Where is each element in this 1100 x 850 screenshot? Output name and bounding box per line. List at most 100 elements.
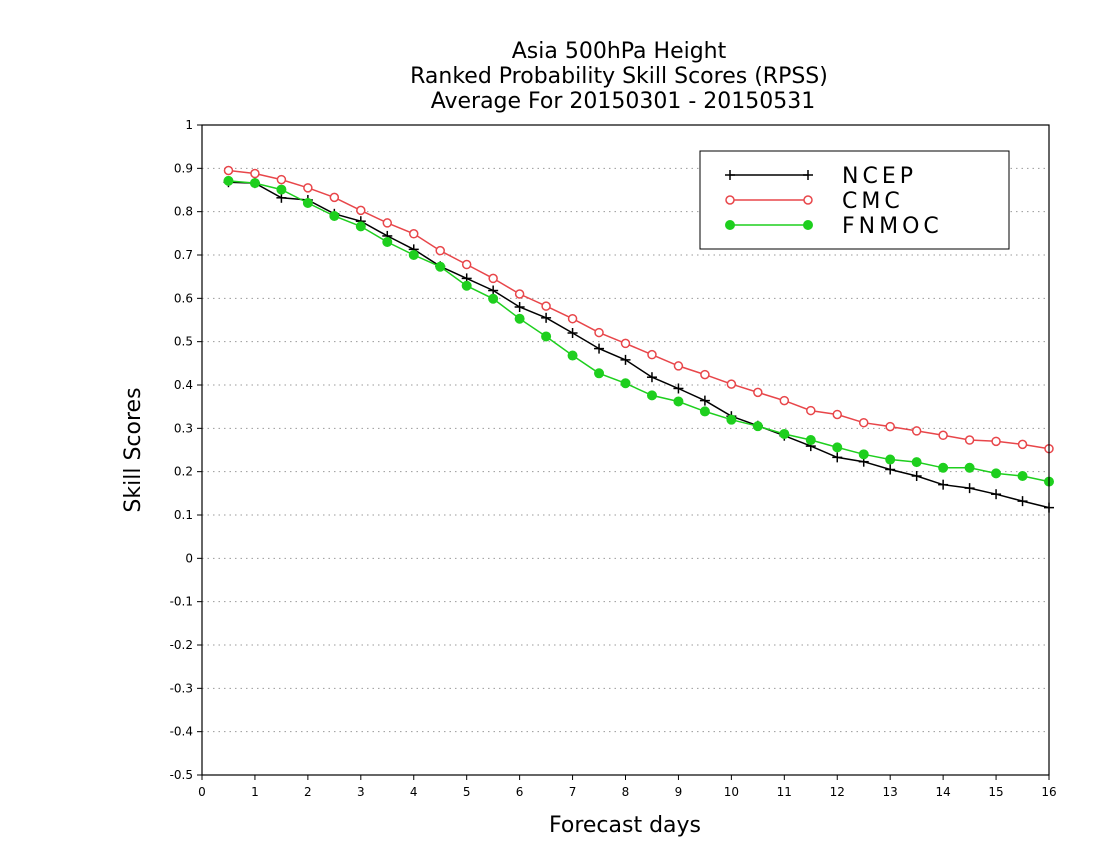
data-point-fnmoc bbox=[673, 396, 684, 407]
y-tick-label: 0.6 bbox=[174, 291, 193, 305]
data-point-cmc bbox=[700, 369, 710, 380]
data-point-cmc bbox=[223, 165, 234, 176]
legend-marker-ncep bbox=[803, 170, 813, 180]
x-tick-label: 1 bbox=[251, 785, 259, 799]
series-fnmoc bbox=[223, 175, 1054, 487]
y-tick-label: 0.2 bbox=[174, 465, 193, 479]
y-tick-label: -0.1 bbox=[170, 595, 193, 609]
legend-marker-fnmoc bbox=[725, 220, 735, 230]
x-tick-label: 15 bbox=[988, 785, 1003, 799]
data-point-fnmoc bbox=[276, 184, 287, 195]
y-tick-label: 0.3 bbox=[174, 421, 193, 435]
y-tick-label: 0.4 bbox=[174, 378, 193, 392]
data-point-ncep bbox=[911, 471, 922, 481]
data-point-fnmoc bbox=[832, 442, 843, 453]
data-point-ncep bbox=[699, 395, 710, 406]
y-tick-label: -0.2 bbox=[170, 638, 193, 652]
data-point-cmc bbox=[991, 436, 1001, 447]
data-point-fnmoc bbox=[991, 468, 1002, 479]
data-point-fnmoc bbox=[752, 421, 763, 432]
data-point-fnmoc bbox=[938, 462, 949, 473]
data-point-cmc bbox=[858, 417, 869, 428]
data-point-ncep bbox=[885, 464, 896, 475]
y-gridlines bbox=[202, 167, 1049, 733]
data-point-cmc bbox=[541, 301, 551, 311]
legend-marker-fnmoc bbox=[803, 220, 813, 230]
data-point-fnmoc bbox=[329, 211, 340, 221]
x-tick-label: 0 bbox=[198, 785, 206, 799]
data-point-cmc bbox=[1017, 439, 1028, 450]
data-point-fnmoc bbox=[382, 237, 393, 247]
data-point-ncep bbox=[594, 343, 605, 354]
data-series bbox=[223, 165, 1054, 513]
data-point-cmc bbox=[594, 327, 604, 338]
data-point-fnmoc bbox=[461, 280, 472, 291]
data-point-fnmoc bbox=[355, 221, 366, 232]
data-point-fnmoc bbox=[541, 331, 552, 342]
data-point-cmc bbox=[382, 218, 393, 228]
data-point-cmc bbox=[461, 259, 472, 270]
x-tick-label: 13 bbox=[883, 785, 898, 799]
data-point-cmc bbox=[726, 379, 737, 389]
y-tick-label: 0.1 bbox=[174, 508, 193, 522]
data-point-ncep bbox=[514, 302, 525, 312]
data-point-fnmoc bbox=[620, 378, 631, 389]
data-point-ncep bbox=[646, 372, 657, 383]
x-tick-label: 7 bbox=[569, 785, 577, 799]
y-tick-label: 0.8 bbox=[174, 205, 193, 219]
chart-title-line-1: Asia 500hPa Height bbox=[512, 39, 727, 64]
data-point-cmc bbox=[514, 289, 525, 299]
chart-title-line-2: Ranked Probability Skill Scores (RPSS) bbox=[410, 64, 828, 89]
data-point-fnmoc bbox=[567, 350, 578, 361]
y-tick-label: 0 bbox=[185, 551, 193, 565]
data-point-fnmoc bbox=[779, 428, 790, 439]
data-point-fnmoc bbox=[858, 449, 869, 460]
data-point-cmc bbox=[964, 435, 975, 445]
x-tick-label: 14 bbox=[935, 785, 950, 799]
data-point-fnmoc bbox=[726, 414, 737, 425]
data-point-cmc bbox=[435, 245, 445, 256]
data-point-cmc bbox=[832, 409, 842, 420]
y-tick-label: -0.4 bbox=[170, 725, 193, 739]
chart-title-line-3: Average For 20150301 - 20150531 bbox=[431, 89, 816, 114]
data-point-fnmoc bbox=[408, 250, 419, 260]
data-point-cmc bbox=[329, 192, 340, 203]
legend-label-cmc: CMC bbox=[842, 189, 904, 214]
data-point-cmc bbox=[938, 430, 948, 441]
data-point-cmc bbox=[753, 387, 763, 398]
legend-marker-cmc bbox=[803, 195, 813, 205]
data-point-cmc bbox=[409, 229, 419, 239]
data-point-ncep bbox=[673, 383, 684, 394]
data-point-fnmoc bbox=[594, 368, 605, 379]
y-tick-label: 0.7 bbox=[174, 248, 193, 262]
data-point-cmc bbox=[673, 361, 684, 371]
x-axis-label: Forecast days bbox=[549, 813, 701, 838]
legend-marker-ncep bbox=[725, 170, 735, 180]
data-point-fnmoc bbox=[911, 457, 922, 468]
data-point-fnmoc bbox=[964, 462, 975, 473]
legend-entry-fnmoc: FNMOC bbox=[725, 214, 943, 239]
x-tick-label: 8 bbox=[622, 785, 630, 799]
x-tick-label: 6 bbox=[516, 785, 524, 799]
legend-entry-cmc: CMC bbox=[725, 189, 904, 214]
x-axis-ticks: 0 1 2 3 4 5 6 7 8 9 10 11 12 13 14 15 16 bbox=[198, 775, 1057, 799]
data-point-cmc bbox=[647, 349, 657, 360]
data-point-fnmoc bbox=[1017, 471, 1028, 481]
data-point-fnmoc bbox=[514, 313, 525, 324]
data-point-cmc bbox=[303, 183, 313, 193]
y-tick-label: -0.5 bbox=[170, 768, 193, 782]
legend-marker-cmc bbox=[725, 195, 735, 205]
y-tick-label: -0.3 bbox=[170, 681, 193, 695]
data-point-cmc bbox=[911, 426, 922, 436]
data-point-cmc bbox=[806, 405, 816, 416]
x-tick-label: 4 bbox=[410, 785, 418, 799]
data-point-fnmoc bbox=[885, 454, 896, 465]
data-point-cmc bbox=[276, 174, 287, 185]
data-point-ncep bbox=[541, 312, 552, 323]
y-axis-label: Skill Scores bbox=[121, 387, 146, 512]
data-point-cmc bbox=[779, 395, 790, 406]
data-point-ncep bbox=[991, 489, 1002, 500]
legend-label-ncep: NCEP bbox=[842, 164, 917, 189]
legend-label-fnmoc: FNMOC bbox=[842, 214, 943, 239]
